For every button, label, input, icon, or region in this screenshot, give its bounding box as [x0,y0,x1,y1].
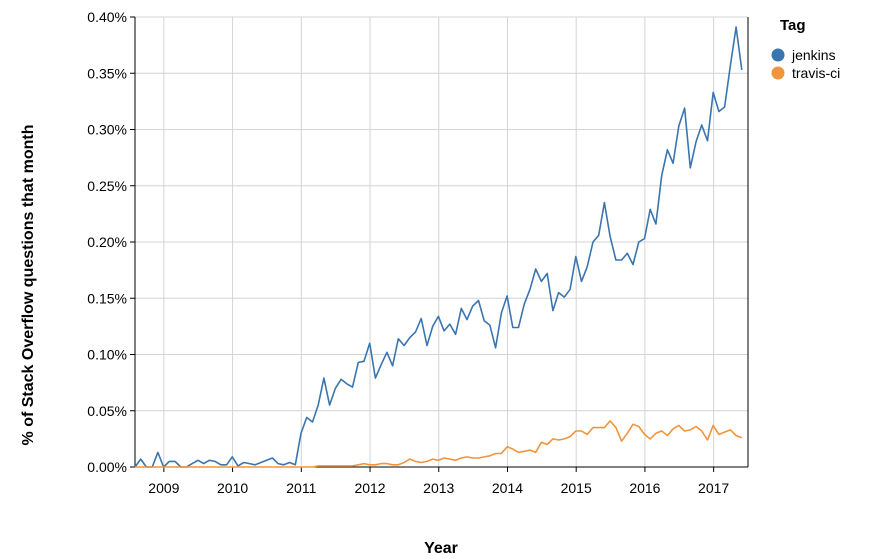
x-tick-label: 2013 [423,480,454,496]
y-tick-label: 0.40% [87,9,127,25]
legend-swatch-travis-ci [771,66,785,80]
x-tick-label: 2009 [148,480,179,496]
y-tick-label: 0.25% [87,178,127,194]
y-tick-label: 0.35% [87,65,127,81]
legend-item-jenkins[interactable]: jenkins [771,47,836,63]
legend-title: Tag [780,17,806,34]
x-tick-label: 2010 [217,480,248,496]
y-tick-label: 0.05% [87,403,127,419]
legend-label-jenkins: jenkins [791,47,836,63]
y-tick-label: 0.20% [87,234,127,250]
x-tick-label: 2012 [354,480,385,496]
legend-swatch-jenkins [771,48,785,62]
series-line-travis-ci [135,420,743,468]
x-tick-label: 2014 [492,480,523,496]
series-lines [134,26,743,468]
y-tick-label: 0.10% [87,347,127,363]
series-line-jenkins [134,26,743,468]
y-axis-title: % of Stack Overflow questions that month [20,125,37,446]
x-tick-label: 2011 [286,480,316,496]
x-tick-label: 2017 [698,480,729,496]
legend-label-travis-ci: travis-ci [792,65,840,81]
x-axis-title: Year [424,540,458,557]
y-tick-label: 0.30% [87,122,127,138]
y-tick-label: 0.00% [87,459,127,475]
axes: 0.00% 0.05% 0.10% 0.15% 0.20% 0.25% 0.30% 0.35%… [87,9,749,496]
y-tick-label: 0.15% [87,290,127,306]
legend: Tag jenkins travis-ci [771,17,841,81]
legend-item-travis-ci[interactable]: travis-ci [771,65,841,81]
grid [135,16,748,468]
x-tick-label: 2015 [561,480,592,496]
x-tick-label: 2016 [629,480,660,496]
